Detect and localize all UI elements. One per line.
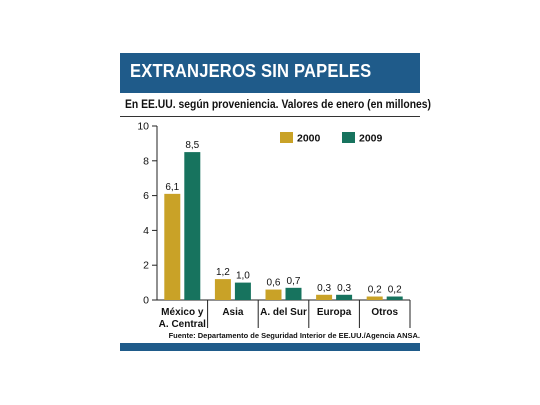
bar-2000 — [214, 279, 231, 300]
chart-subtitle: En EE.UU. según proveniencia. Valores de… — [125, 99, 431, 111]
bar-2009 — [184, 152, 201, 300]
bottom-bar — [120, 343, 420, 351]
bar-2000 — [265, 289, 282, 300]
infographic-card: EXTRANJEROS SIN PAPELES En EE.UU. según … — [120, 53, 431, 351]
bar-value-label: 0,2 — [388, 285, 402, 296]
x-category-label: Europa — [317, 307, 352, 318]
y-tick-label: 8 — [143, 155, 149, 167]
y-tick-label: 6 — [143, 190, 149, 202]
bar-value-label: 0,3 — [337, 283, 351, 294]
legend-swatch-2000 — [280, 132, 293, 143]
bar-value-label: 0,3 — [317, 283, 331, 294]
bar-value-label: 1,2 — [216, 267, 230, 278]
bar-2009 — [234, 282, 251, 300]
bar-value-label: 0,2 — [368, 285, 382, 296]
y-tick-label: 0 — [143, 295, 149, 307]
bar-2000 — [164, 193, 181, 300]
bar-2000 — [316, 294, 333, 300]
y-tick-label: 4 — [143, 225, 149, 237]
subtitle-divider — [120, 116, 420, 117]
bar-value-label: 8,5 — [185, 140, 199, 151]
x-category-label: A. del Sur — [260, 307, 307, 318]
x-category-label: A. Central — [159, 319, 206, 330]
bar-2000 — [366, 296, 383, 300]
title-bar: EXTRANJEROS SIN PAPELES — [120, 53, 420, 93]
x-category-label: México y — [161, 307, 204, 318]
bar-2009 — [386, 296, 403, 300]
legend-label-2009: 2009 — [359, 133, 383, 145]
source-note: Fuente: Departamento de Seguridad Interi… — [168, 331, 420, 340]
y-tick-label: 2 — [143, 260, 149, 272]
bar-chart: 0 2 4 6 8 10 6,1 8,5 México yA. Central 1,2 1,0 Asi… — [137, 121, 411, 330]
x-category-label: Asia — [222, 307, 244, 318]
legend-label-2000: 2000 — [297, 133, 321, 145]
bar-2009 — [336, 294, 353, 300]
bar-value-label: 6,1 — [165, 182, 179, 193]
bar-2009 — [285, 287, 302, 300]
x-category-label: Otros — [371, 307, 398, 318]
y-tick-label: 10 — [137, 121, 149, 133]
legend-swatch-2009 — [342, 132, 355, 143]
bar-value-label: 0,7 — [287, 276, 301, 287]
bar-value-label: 0,6 — [267, 278, 281, 289]
chart-title: EXTRANJEROS SIN PAPELES — [130, 61, 372, 81]
bar-value-label: 1,0 — [236, 271, 250, 282]
